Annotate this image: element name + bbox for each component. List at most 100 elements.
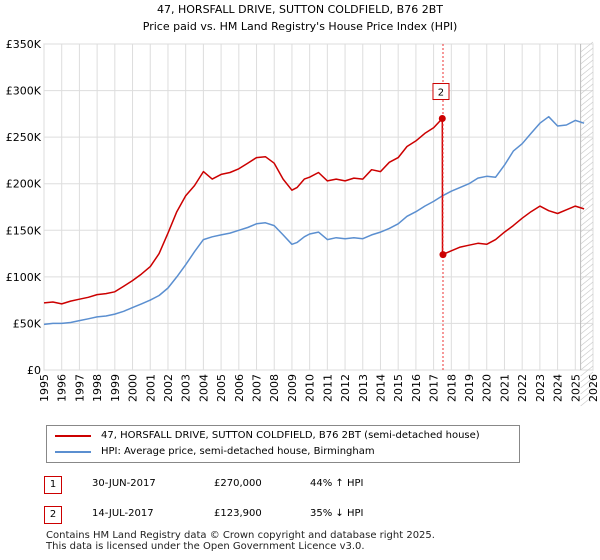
x-tick-label: 1996 [56, 374, 69, 402]
hatch-line [580, 89, 594, 101]
x-tick-label: 2004 [197, 374, 210, 402]
x-tick-label: 2003 [180, 374, 193, 402]
x-tick-label: 2002 [162, 374, 175, 402]
legend-swatch-hpi [55, 451, 91, 453]
x-tick-label: 2015 [392, 374, 405, 402]
y-tick-label: £350K [6, 38, 42, 51]
x-tick-label: 1999 [109, 374, 122, 402]
hatch-line [580, 71, 594, 83]
chart-title: 47, HORSFALL DRIVE, SUTTON COLDFIELD, B7… [157, 3, 443, 16]
hatch-line [580, 311, 594, 323]
x-tick-label: 2014 [374, 374, 387, 402]
hatch-line [580, 293, 594, 305]
hatch-line [580, 365, 594, 377]
hatch-line [580, 335, 594, 347]
hatch-line [580, 185, 594, 197]
hatch-line [580, 137, 594, 149]
hatch-line [580, 395, 594, 407]
hatch-line [580, 41, 594, 53]
footer: Contains HM Land Registry data © Crown c… [46, 530, 435, 552]
y-tick-label: £250K [6, 131, 42, 144]
hatch-line [580, 371, 594, 383]
x-tick-label: 1997 [73, 374, 86, 402]
hatch-line [580, 209, 594, 221]
transaction-badge: 1 [44, 476, 62, 494]
x-tick-label: 2010 [304, 374, 317, 402]
x-tick-label: 2006 [233, 374, 246, 402]
hatch-line [580, 119, 594, 131]
legend-label-hpi: HPI: Average price, semi-detached house,… [101, 446, 375, 457]
hatch-line [580, 47, 594, 59]
footer-licence: This data is licensed under the Open Gov… [46, 541, 365, 552]
hatch-line [580, 197, 594, 209]
hatch-line [580, 317, 594, 329]
price-chart: 47, HORSFALL DRIVE, SUTTON COLDFIELD, B7… [6, 3, 600, 407]
transaction-date: 14-JUL-2017 [92, 508, 154, 519]
chart-subtitle: Price paid vs. HM Land Registry's House … [143, 20, 458, 33]
hatch-line [580, 77, 594, 89]
y-tick-label: £150K [6, 224, 42, 237]
legend-label-property: 47, HORSFALL DRIVE, SUTTON COLDFIELD, B7… [101, 430, 480, 441]
hatch-line [580, 101, 594, 113]
hatch-line [580, 251, 594, 263]
x-tick-label: 1998 [91, 374, 104, 402]
transaction-hpi: 44% ↑ HPI [310, 478, 364, 489]
x-tick-label: 2008 [268, 374, 281, 402]
x-tick-label: 2024 [552, 374, 565, 402]
y-tick-label: £200K [6, 178, 42, 191]
sale-point [438, 115, 446, 123]
x-tick-label: 2013 [357, 374, 370, 402]
hatch-line [580, 257, 594, 269]
hatch-line [580, 359, 594, 371]
x-tick-label: 2020 [481, 374, 494, 402]
transaction-price: £270,000 [214, 478, 262, 489]
sale-point [439, 251, 447, 259]
hatch-line [580, 275, 594, 287]
hatch-line [580, 143, 594, 155]
x-tick-label: 2011 [321, 374, 334, 402]
x-tick-label: 2019 [463, 374, 476, 402]
y-tick-label: £100K [6, 271, 42, 284]
hatch-line [580, 281, 594, 293]
x-tick-label: 2022 [516, 374, 529, 402]
hatch-line [580, 263, 594, 275]
x-tick-label: 2016 [410, 374, 423, 402]
transaction-hpi: 35% ↓ HPI [310, 508, 364, 519]
x-tick-label: 2007 [251, 374, 264, 402]
x-tick-label: 2025 [569, 374, 582, 402]
hatch-line [580, 233, 594, 245]
hatch-line [580, 155, 594, 167]
hatch-line [580, 239, 594, 251]
transaction-date: 30-JUN-2017 [92, 478, 156, 489]
hatch-line [580, 161, 594, 173]
hatch-line [580, 149, 594, 161]
hatch-line [580, 221, 594, 233]
series-line-property [43, 117, 585, 305]
annotation-label: 2 [438, 88, 444, 99]
transaction-row: 1 30-JUN-2017 £270,000 44% ↑ HPI [44, 476, 444, 494]
hatch-line [580, 227, 594, 239]
x-tick-label: 2012 [339, 374, 352, 402]
hatch-line [580, 299, 594, 311]
hatch-line [580, 107, 594, 119]
hatch-line [580, 329, 594, 341]
hatch-line [580, 245, 594, 257]
transaction-row: 2 14-JUL-2017 £123,900 35% ↓ HPI [44, 506, 444, 524]
hatch-line [580, 131, 594, 143]
hatch-line [580, 173, 594, 185]
x-tick-label: 1995 [38, 374, 51, 402]
legend: 47, HORSFALL DRIVE, SUTTON COLDFIELD, B7… [46, 425, 520, 463]
x-tick-label: 2021 [498, 374, 511, 402]
y-tick-label: £300K [6, 85, 42, 98]
x-tick-label: 2017 [428, 374, 441, 402]
hatch-line [580, 179, 594, 191]
hatch-line [580, 53, 594, 65]
hatch-line [580, 269, 594, 281]
y-tick-label: £50K [13, 317, 42, 330]
hatch-line [580, 377, 594, 389]
x-tick-label: 2018 [445, 374, 458, 402]
hatch-line [580, 323, 594, 335]
hatch-line [580, 167, 594, 179]
x-tick-label: 2005 [215, 374, 228, 402]
hatch-line [580, 347, 594, 359]
